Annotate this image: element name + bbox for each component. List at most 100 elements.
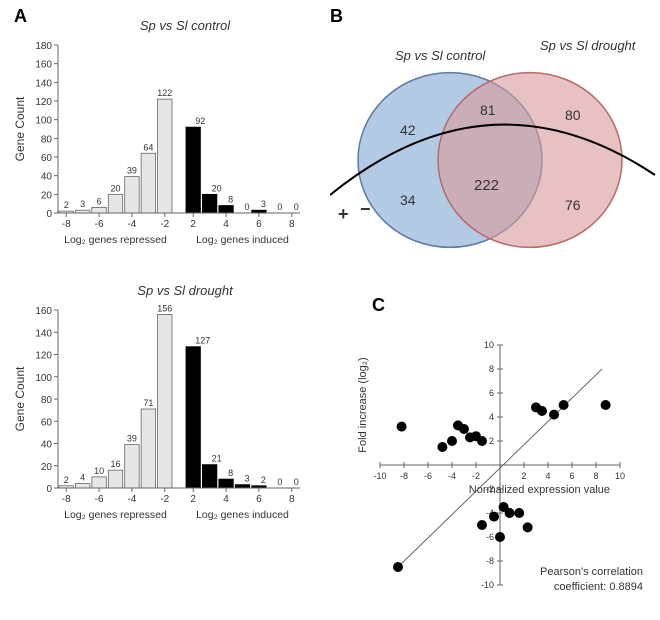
svg-text:2: 2 bbox=[521, 471, 526, 481]
svg-text:76: 76 bbox=[565, 197, 581, 213]
svg-text:-6: -6 bbox=[486, 532, 494, 542]
svg-text:-8: -8 bbox=[62, 494, 71, 505]
panel-c-scatter: -10-8-6-4-2246810-10-8-6-4-2246810Normal… bbox=[345, 300, 655, 620]
svg-text:0: 0 bbox=[46, 209, 52, 220]
svg-text:10: 10 bbox=[615, 471, 625, 481]
svg-text:Log₂ genes repressed: Log₂ genes repressed bbox=[64, 234, 167, 246]
svg-text:0: 0 bbox=[277, 202, 282, 212]
svg-text:64: 64 bbox=[143, 142, 153, 152]
svg-text:6: 6 bbox=[569, 471, 574, 481]
svg-text:156: 156 bbox=[157, 303, 172, 313]
svg-text:Pearson's correlation: Pearson's correlation bbox=[540, 566, 643, 578]
svg-text:-4: -4 bbox=[127, 494, 136, 505]
svg-text:39: 39 bbox=[127, 166, 137, 176]
svg-text:8: 8 bbox=[489, 364, 494, 374]
svg-text:8: 8 bbox=[228, 195, 233, 205]
svg-text:127: 127 bbox=[195, 336, 210, 346]
svg-text:-10: -10 bbox=[373, 471, 386, 481]
svg-text:Sp vs Sl control: Sp vs Sl control bbox=[140, 18, 231, 33]
svg-text:-4: -4 bbox=[448, 471, 456, 481]
svg-text:20: 20 bbox=[110, 183, 120, 193]
svg-text:2: 2 bbox=[261, 475, 266, 485]
svg-text:20: 20 bbox=[41, 190, 53, 201]
svg-text:60: 60 bbox=[41, 153, 53, 164]
svg-text:92: 92 bbox=[195, 116, 205, 126]
svg-text:6: 6 bbox=[256, 219, 262, 230]
svg-text:34: 34 bbox=[400, 192, 416, 208]
svg-text:coefficient: 0.8894: coefficient: 0.8894 bbox=[554, 581, 643, 593]
svg-text:42: 42 bbox=[400, 122, 416, 138]
svg-text:4: 4 bbox=[223, 494, 229, 505]
panel-b-venn: Sp vs Sl controlSp vs Sl drought42348122… bbox=[330, 20, 660, 280]
svg-text:40: 40 bbox=[41, 440, 53, 451]
svg-text:2: 2 bbox=[64, 475, 69, 485]
svg-text:100: 100 bbox=[35, 116, 52, 127]
panel-a-top-chart: Sp vs Sl control020406080100120140160180… bbox=[10, 10, 310, 255]
svg-text:-6: -6 bbox=[95, 494, 104, 505]
svg-text:3: 3 bbox=[245, 474, 250, 484]
svg-text:10: 10 bbox=[94, 466, 104, 476]
svg-text:2: 2 bbox=[64, 200, 69, 210]
svg-text:Normalized expression value: Normalized expression value bbox=[469, 484, 610, 496]
svg-text:10: 10 bbox=[484, 340, 494, 350]
svg-text:8: 8 bbox=[289, 219, 295, 230]
svg-text:-10: -10 bbox=[481, 580, 494, 590]
svg-text:Fold increase (log₂): Fold increase (log₂) bbox=[357, 357, 369, 452]
svg-text:80: 80 bbox=[565, 107, 581, 123]
svg-text:-2: -2 bbox=[160, 494, 169, 505]
svg-text:71: 71 bbox=[143, 398, 153, 408]
svg-text:8: 8 bbox=[289, 494, 295, 505]
svg-text:-8: -8 bbox=[486, 556, 494, 566]
svg-text:122: 122 bbox=[157, 88, 172, 98]
svg-text:4: 4 bbox=[223, 219, 229, 230]
svg-text:0: 0 bbox=[294, 202, 299, 212]
svg-text:-2: -2 bbox=[160, 219, 169, 230]
svg-text:140: 140 bbox=[35, 78, 52, 89]
svg-text:160: 160 bbox=[35, 60, 52, 71]
svg-text:-4: -4 bbox=[127, 219, 136, 230]
svg-text:Sp vs Sl drought: Sp vs Sl drought bbox=[137, 283, 234, 298]
svg-text:-6: -6 bbox=[424, 471, 432, 481]
svg-text:2: 2 bbox=[190, 219, 196, 230]
svg-text:Gene Count: Gene Count bbox=[13, 366, 27, 431]
svg-text:-8: -8 bbox=[62, 219, 71, 230]
svg-text:180: 180 bbox=[35, 41, 52, 52]
svg-text:20: 20 bbox=[41, 462, 53, 473]
svg-text:160: 160 bbox=[35, 306, 52, 317]
svg-text:-8: -8 bbox=[400, 471, 408, 481]
svg-text:6: 6 bbox=[97, 196, 102, 206]
svg-text:6: 6 bbox=[489, 388, 494, 398]
svg-text:Log₂ genes induced: Log₂ genes induced bbox=[196, 509, 289, 521]
svg-text:20: 20 bbox=[212, 183, 222, 193]
svg-text:2: 2 bbox=[489, 436, 494, 446]
svg-text:+: + bbox=[338, 204, 349, 224]
svg-text:40: 40 bbox=[41, 172, 53, 183]
svg-text:0: 0 bbox=[277, 477, 282, 487]
panel-a-bottom-chart: Sp vs Sl drought020406080100120140160Gen… bbox=[10, 275, 310, 530]
svg-text:80: 80 bbox=[41, 134, 53, 145]
svg-text:60: 60 bbox=[41, 417, 53, 428]
svg-text:4: 4 bbox=[80, 473, 85, 483]
svg-text:39: 39 bbox=[127, 434, 137, 444]
svg-text:Log₂ genes induced: Log₂ genes induced bbox=[196, 234, 289, 246]
svg-text:6: 6 bbox=[256, 494, 262, 505]
svg-text:-6: -6 bbox=[95, 219, 104, 230]
svg-text:-2: -2 bbox=[472, 471, 480, 481]
svg-text:0: 0 bbox=[294, 477, 299, 487]
svg-text:0: 0 bbox=[46, 484, 52, 495]
svg-text:Gene Count: Gene Count bbox=[13, 96, 27, 161]
svg-text:3: 3 bbox=[261, 199, 266, 209]
svg-text:140: 140 bbox=[35, 328, 52, 339]
svg-text:222: 222 bbox=[474, 177, 499, 194]
svg-text:120: 120 bbox=[35, 351, 52, 362]
svg-text:21: 21 bbox=[212, 454, 222, 464]
svg-text:0: 0 bbox=[245, 202, 250, 212]
svg-text:81: 81 bbox=[480, 102, 496, 118]
svg-text:8: 8 bbox=[593, 471, 598, 481]
svg-text:80: 80 bbox=[41, 395, 53, 406]
svg-text:4: 4 bbox=[545, 471, 550, 481]
svg-text:−: − bbox=[360, 199, 371, 219]
svg-text:3: 3 bbox=[80, 199, 85, 209]
svg-text:2: 2 bbox=[190, 494, 196, 505]
svg-text:4: 4 bbox=[489, 412, 494, 422]
